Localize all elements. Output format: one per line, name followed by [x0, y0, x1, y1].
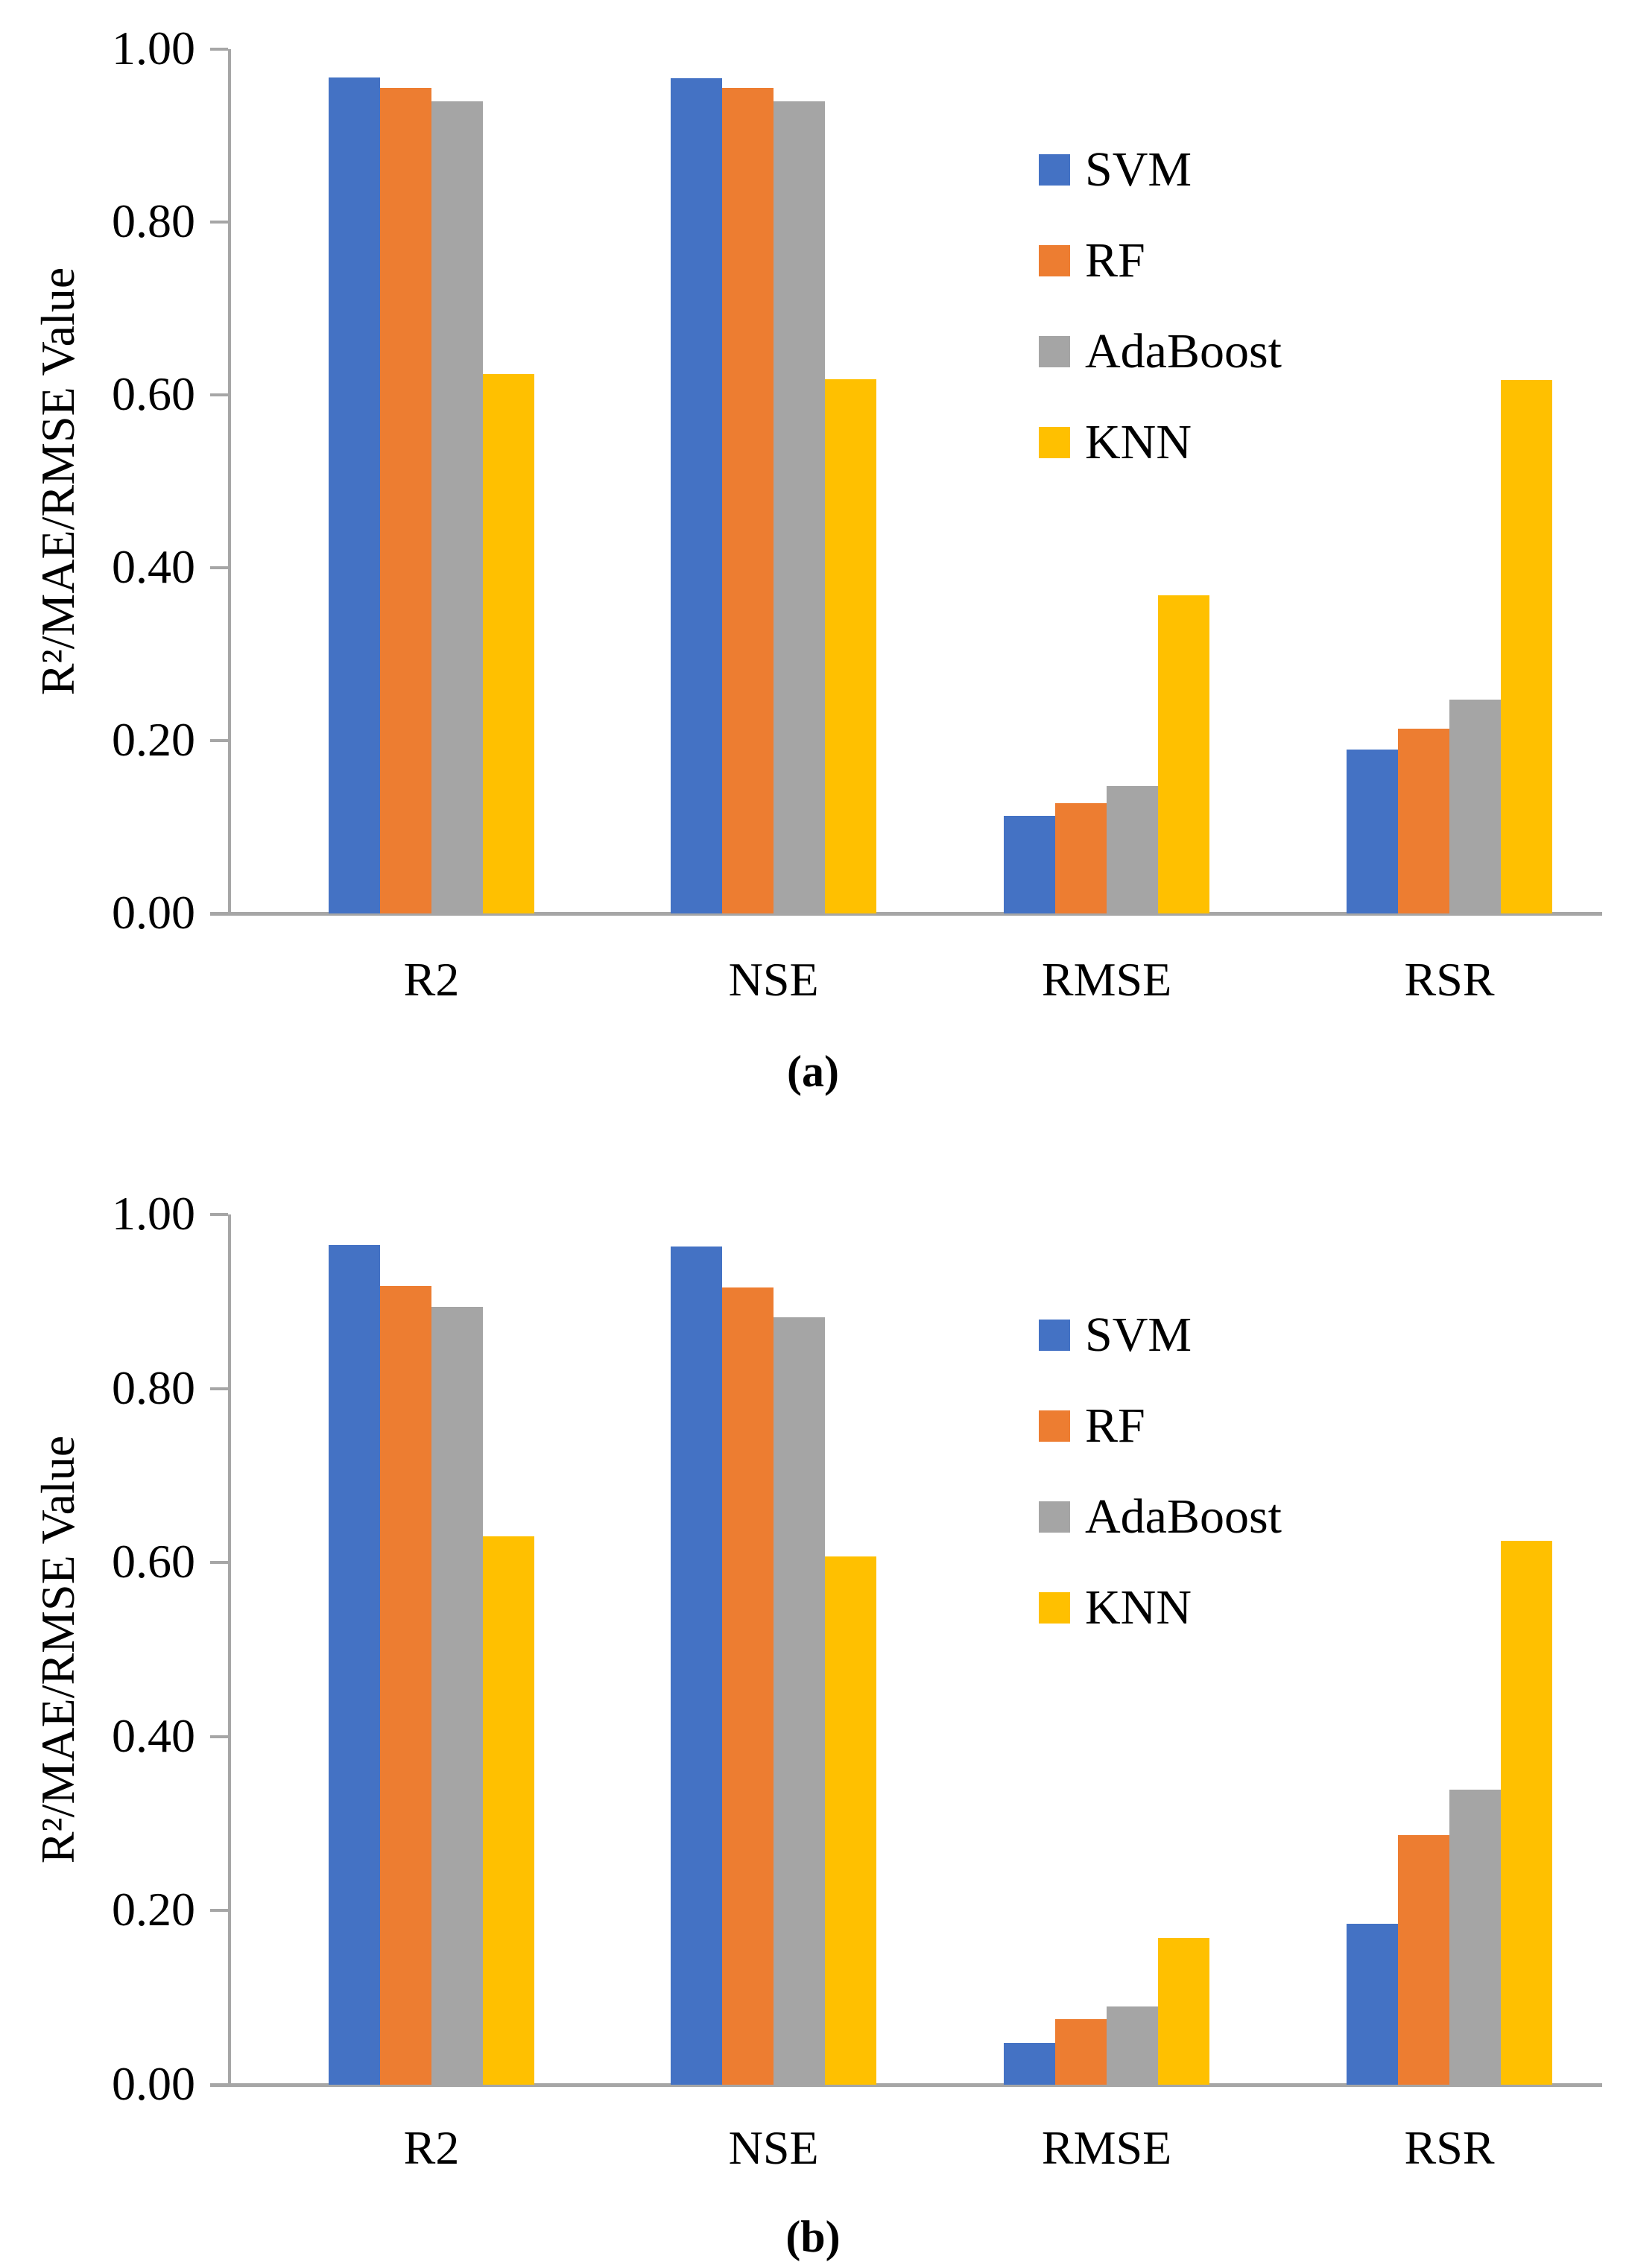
bar-knn-r2 — [483, 1536, 534, 2085]
bar-adaboost-rmse — [1107, 786, 1158, 913]
y-tick — [210, 739, 228, 742]
bar-knn-rmse — [1158, 595, 1209, 913]
bar-adaboost-nse — [774, 1317, 825, 2085]
caption-b: (b) — [785, 2212, 841, 2261]
legend-swatch-icon — [1039, 1501, 1070, 1533]
bar-rf-rmse — [1055, 803, 1107, 913]
y-tick-label: 0.20 — [112, 713, 195, 766]
y-axis-line — [228, 49, 231, 913]
y-tick-label: 0.40 — [112, 1708, 195, 1762]
bar-knn-rmse — [1158, 1938, 1209, 2085]
bar-svm-nse — [671, 78, 722, 913]
bar-svm-rsr — [1347, 750, 1398, 913]
y-tick — [210, 1387, 228, 1390]
y-tick-label: 0.60 — [112, 1535, 195, 1588]
bar-knn-r2 — [483, 374, 534, 913]
legend-swatch-icon — [1039, 336, 1070, 367]
y-tick — [210, 48, 228, 51]
y-tick — [210, 1561, 228, 1565]
y-tick — [210, 1213, 228, 1216]
legend-swatch-icon — [1039, 1410, 1070, 1442]
x-category-label: R2 — [403, 953, 460, 1006]
x-axis-line — [210, 2083, 1602, 2087]
caption-a: (a) — [787, 1047, 839, 1096]
x-category-label: R2 — [403, 2121, 460, 2174]
bar-adaboost-rsr — [1449, 700, 1501, 913]
legend-label: SVM — [1085, 142, 1192, 197]
bar-rf-rsr — [1398, 729, 1449, 913]
y-tick-label: 0.80 — [112, 1361, 195, 1414]
y-tick-label: 0.00 — [112, 2057, 195, 2110]
bar-adaboost-rmse — [1107, 2006, 1158, 2085]
x-category-label: RSR — [1404, 953, 1495, 1006]
bar-svm-rmse — [1004, 816, 1055, 913]
bar-adaboost-r2 — [431, 101, 483, 913]
legend-label: AdaBoost — [1085, 1489, 1282, 1544]
legend-label: SVM — [1085, 1308, 1192, 1362]
legend-label: RF — [1085, 233, 1145, 288]
bar-rf-nse — [722, 1287, 774, 2085]
bar-rf-r2 — [380, 1286, 431, 2085]
bar-rf-r2 — [380, 88, 431, 913]
legend-label: AdaBoost — [1085, 324, 1282, 378]
bar-rf-rsr — [1398, 1835, 1449, 2085]
y-tick — [210, 1909, 228, 1913]
x-category-label: NSE — [728, 953, 819, 1006]
legend-label: RF — [1085, 1399, 1145, 1453]
y-tick-label: 0.80 — [112, 194, 195, 247]
y-axis-line — [228, 1214, 231, 2085]
legend-swatch-icon — [1039, 1592, 1070, 1624]
y-axis-label: R²/MAE/RMSE Value — [31, 1435, 84, 1864]
x-category-label: RSR — [1404, 2121, 1495, 2174]
bar-rf-rmse — [1055, 2019, 1107, 2085]
y-tick-label: 1.00 — [112, 22, 195, 75]
bar-adaboost-r2 — [431, 1307, 483, 2085]
y-tick — [210, 566, 228, 569]
bar-svm-r2 — [329, 77, 380, 913]
legend-swatch-icon — [1039, 427, 1070, 458]
x-category-label: RMSE — [1041, 953, 1172, 1006]
bar-svm-nse — [671, 1247, 722, 2085]
x-axis-line — [210, 912, 1602, 916]
bar-adaboost-nse — [774, 101, 825, 913]
y-tick — [210, 221, 228, 224]
bar-svm-rmse — [1004, 2043, 1055, 2085]
legend-swatch-icon — [1039, 245, 1070, 276]
x-category-label: RMSE — [1041, 2121, 1172, 2174]
bar-rf-nse — [722, 88, 774, 913]
y-tick-label: 0.20 — [112, 1883, 195, 1936]
y-tick-label: 0.00 — [112, 886, 195, 939]
y-tick-label: 1.00 — [112, 1187, 195, 1240]
y-tick-label: 0.60 — [112, 367, 195, 420]
bar-knn-nse — [825, 1556, 876, 2085]
legend-label: KNN — [1085, 1580, 1192, 1635]
bar-svm-rsr — [1347, 1924, 1398, 2085]
bar-adaboost-rsr — [1449, 1790, 1501, 2085]
legend-label: KNN — [1085, 415, 1192, 469]
x-category-label: NSE — [728, 2121, 819, 2174]
y-tick-label: 0.40 — [112, 540, 195, 593]
legend-swatch-icon — [1039, 154, 1070, 186]
bar-knn-rsr — [1501, 1541, 1552, 2085]
bar-knn-rsr — [1501, 380, 1552, 913]
y-tick — [210, 393, 228, 396]
y-tick — [210, 1735, 228, 1738]
bar-svm-r2 — [329, 1245, 380, 2085]
legend-swatch-icon — [1039, 1320, 1070, 1351]
bar-knn-nse — [825, 379, 876, 913]
